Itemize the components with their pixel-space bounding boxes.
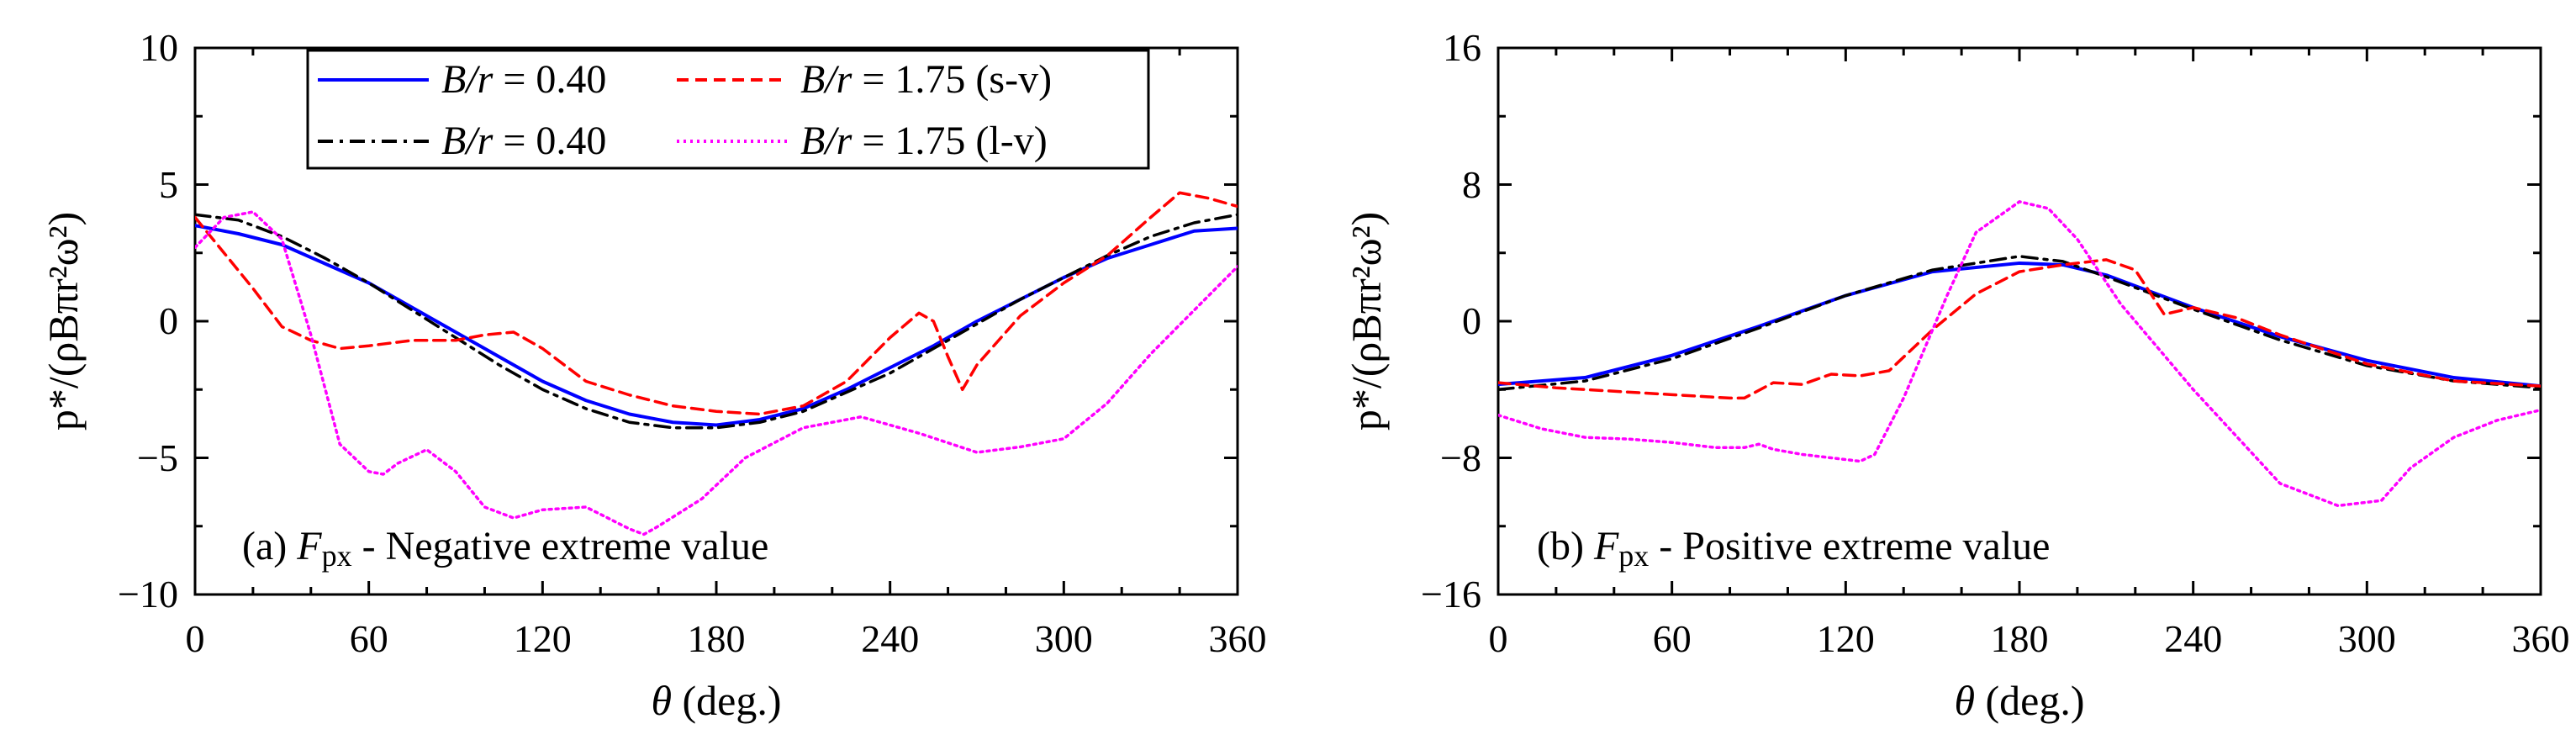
panel-b-y-tick-labels: −16 −8 0 8 16 bbox=[1421, 26, 1481, 616]
panel-a-x-tick-label: 300 bbox=[1035, 617, 1093, 660]
panel-a-x-tick-label: 0 bbox=[186, 617, 205, 660]
panel-a-x-axis-symbol: θ bbox=[651, 677, 672, 724]
panel-a-x-tick-label: 60 bbox=[350, 617, 388, 660]
panel-a-y-axis-title: p*/(ρBπr²ω²) bbox=[40, 212, 87, 431]
legend-entry-label: B/r = 1.75 (l-v) bbox=[800, 119, 1048, 163]
legend-entry-label: B/r = 0.40 bbox=[441, 119, 606, 163]
panel-a-y-axis-title-group: p*/(ρBπr²ω²) bbox=[40, 212, 87, 431]
panel-a-x-tick-label: 120 bbox=[514, 617, 572, 660]
panel-a-series-br175-lv bbox=[195, 210, 1238, 536]
panel-b-x-tick-label: 240 bbox=[2164, 617, 2222, 660]
legend-box bbox=[306, 49, 1150, 170]
legend-entry-label: B/r = 0.40 bbox=[441, 57, 606, 102]
panel-b-plot-frame bbox=[1497, 46, 2542, 596]
panel-b-series-br040-dashdot bbox=[1498, 255, 2541, 391]
panel-a-y-tick-label: −10 bbox=[118, 573, 178, 616]
panel-b-y-tick-label: 8 bbox=[1462, 163, 1481, 206]
legend: B/r = 0.40 B/r = 0.40 B/r = 1.75 (s-v) B… bbox=[306, 49, 1150, 170]
panel-b-x-tick-label: 120 bbox=[1817, 617, 1875, 660]
panel-b-series bbox=[1498, 200, 2541, 508]
panel-a-label: (a) Fpx - Negative extreme value bbox=[242, 524, 768, 573]
panel-a-series bbox=[195, 191, 1238, 536]
legend-entry-label: B/r = 1.75 (s-v) bbox=[800, 57, 1052, 102]
panel-a-series-br175-sv bbox=[195, 191, 1238, 416]
panel-b-y-tick-label: 0 bbox=[1462, 299, 1481, 342]
panel-a-y-tick-labels: −10 −5 0 5 10 bbox=[118, 26, 178, 616]
panel-b-y-tick-label: 16 bbox=[1443, 26, 1481, 69]
panel-b-ticks bbox=[1497, 46, 2542, 596]
panel-b-x-axis-symbol: θ bbox=[1954, 677, 1975, 724]
panel-b-x-tick-label: 300 bbox=[2338, 617, 2396, 660]
panel-b-y-axis-title: p*/(ρBπr²ω²) bbox=[1343, 212, 1390, 431]
panel-b-x-tick-label: 180 bbox=[1991, 617, 2049, 660]
panel-b-x-tick-labels: 0 60 120 180 240 300 360 bbox=[1489, 617, 2570, 660]
panel-a-x-tick-labels: 0 60 120 180 240 300 360 bbox=[186, 617, 1267, 660]
panel-a-x-axis-title: θ (deg.) bbox=[651, 677, 781, 724]
panel-b-x-axis-title: θ (deg.) bbox=[1954, 677, 2084, 724]
panel-a-y-tick-label: 5 bbox=[159, 163, 178, 206]
panel-b-label: (b) Fpx - Positive extreme value bbox=[1537, 524, 2050, 573]
panel-b-series-br175-sv bbox=[1498, 258, 2541, 400]
panel-a-series-br040-dashdot bbox=[195, 213, 1238, 430]
panel-b-x-tick-label: 60 bbox=[1653, 617, 1692, 660]
panel-b-series-br175-lv bbox=[1498, 200, 2541, 508]
panel-b-x-axis-unit: (deg.) bbox=[1986, 677, 2085, 724]
panel-b-y-tick-label: −16 bbox=[1421, 573, 1481, 616]
panel-a-y-tick-label: −5 bbox=[137, 436, 178, 479]
panel-a-x-axis-unit: (deg.) bbox=[683, 677, 782, 724]
panel-a-y-tick-label: 0 bbox=[159, 299, 178, 342]
panel-a-x-tick-label: 240 bbox=[861, 617, 919, 660]
panel-a-x-tick-label: 360 bbox=[1209, 617, 1267, 660]
panel-a-chart: 0 60 120 180 240 300 360 −10 −5 0 5 10 θ… bbox=[40, 26, 1267, 724]
panel-b-series-br040-solid bbox=[1498, 261, 2541, 388]
panel-b-x-tick-label: 0 bbox=[1489, 617, 1508, 660]
panel-b-x-tick-label: 360 bbox=[2512, 617, 2570, 660]
panel-a-x-tick-label: 180 bbox=[688, 617, 746, 660]
panel-b-y-axis-title-group: p*/(ρBπr²ω²) bbox=[1343, 212, 1390, 431]
panel-b-chart: 0 60 120 180 240 300 360 −16 −8 0 8 16 θ… bbox=[1343, 26, 2570, 724]
panel-b-y-tick-label: −8 bbox=[1440, 436, 1481, 479]
panel-a-y-tick-label: 10 bbox=[140, 26, 178, 69]
panel-a-series-br040-solid bbox=[195, 224, 1238, 427]
